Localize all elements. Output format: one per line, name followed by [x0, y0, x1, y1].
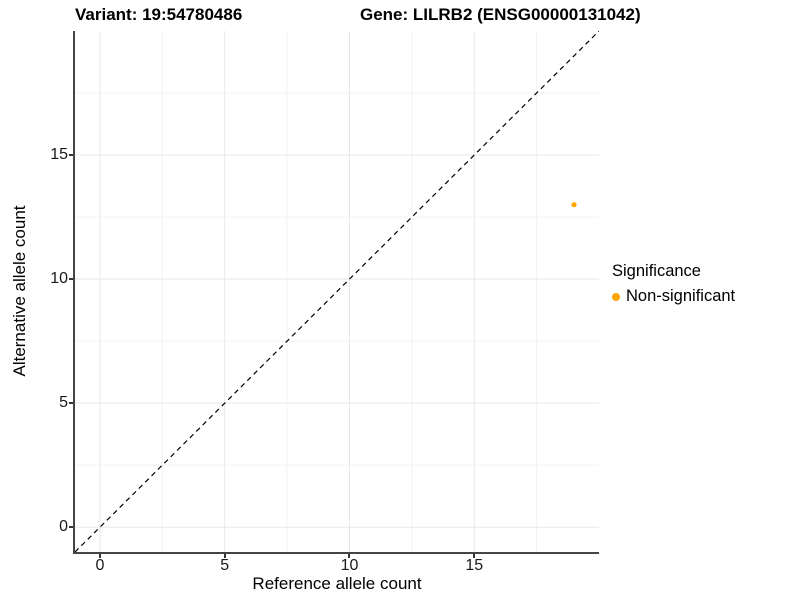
y-tick-mark: [69, 154, 73, 157]
legend-item: Non-significant: [612, 287, 735, 306]
y-tick-label: 5: [59, 394, 68, 412]
y-tick-mark: [69, 278, 73, 281]
x-tick-label: 0: [95, 557, 105, 574]
y-tick-mark: [69, 402, 73, 405]
y-tick-label: 10: [50, 270, 68, 288]
y-axis-title: Alternative allele count: [10, 205, 29, 377]
legend-title: Significance: [612, 262, 701, 280]
x-axis-line: [73, 552, 599, 554]
x-tick-mark: [223, 554, 226, 558]
legend-point-icon: [612, 292, 620, 301]
plot-title-gene: Gene: LILRB2 (ENSG00000131042): [360, 5, 641, 24]
x-tick-mark: [473, 554, 476, 558]
plot-panel: [75, 31, 599, 552]
legend-item-label: Non-significant: [626, 287, 736, 305]
y-tick-label: 0: [59, 518, 68, 536]
x-tick-mark: [98, 554, 101, 558]
scatter-plot-canvas: [75, 31, 599, 552]
x-tick-label: 5: [220, 557, 230, 574]
y-axis-line: [73, 31, 75, 554]
legend: Significance Non-significant: [612, 262, 735, 306]
x-axis-title: Reference allele count: [252, 574, 422, 593]
x-tick-mark: [348, 554, 351, 558]
plot-title-variant: Variant: 19:54780486: [75, 5, 243, 24]
identity-reference-line: [75, 31, 599, 552]
y-tick-mark: [69, 526, 73, 529]
data-point: [571, 202, 577, 208]
x-tick-label: 15: [465, 557, 484, 574]
x-tick-label: 10: [340, 557, 359, 574]
y-tick-label: 15: [50, 146, 68, 164]
